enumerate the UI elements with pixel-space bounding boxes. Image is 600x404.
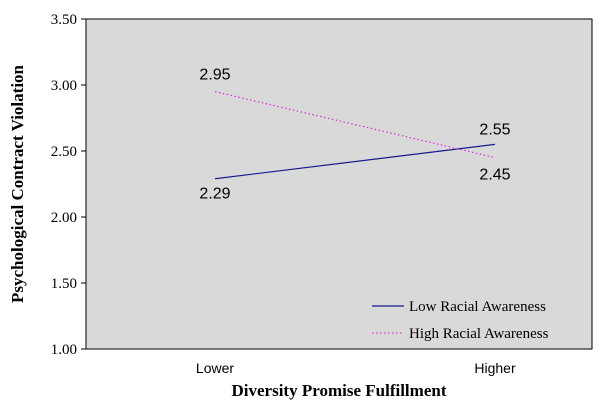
x-axis-title: Diversity Promise Fulfillment bbox=[232, 381, 447, 400]
y-tick-label: 1.00 bbox=[51, 342, 77, 358]
y-tick-label: 2.50 bbox=[51, 144, 77, 160]
x-tick-label: Higher bbox=[474, 360, 516, 376]
y-axis-title: Psychological Contract Violation bbox=[8, 64, 27, 303]
y-tick-label: 2.00 bbox=[51, 210, 77, 226]
data-label: 2.29 bbox=[199, 186, 230, 203]
y-tick-label: 3.50 bbox=[51, 12, 77, 28]
data-label: 2.45 bbox=[479, 167, 510, 184]
x-tick-label: Lower bbox=[196, 360, 234, 376]
y-tick-label: 1.50 bbox=[51, 276, 77, 292]
legend-label-low: Low Racial Awareness bbox=[409, 299, 546, 315]
series-line-low-racial-awareness bbox=[214, 143, 496, 180]
plot-area bbox=[85, 18, 593, 350]
data-label: 2.55 bbox=[479, 121, 510, 138]
data-label: 2.95 bbox=[199, 67, 230, 84]
x-axis-ticks: Lower Higher bbox=[196, 360, 516, 376]
y-axis-ticks: 1.00 1.50 2.00 2.50 3.00 3.50 bbox=[51, 12, 86, 358]
data-labels: 2.29 2.55 2.95 2.45 bbox=[199, 67, 510, 203]
legend: Low Racial Awareness High Racial Awarene… bbox=[372, 299, 549, 342]
y-tick-label: 3.00 bbox=[51, 78, 77, 94]
series-group bbox=[214, 91, 496, 180]
legend-label-high: High Racial Awareness bbox=[409, 326, 549, 342]
